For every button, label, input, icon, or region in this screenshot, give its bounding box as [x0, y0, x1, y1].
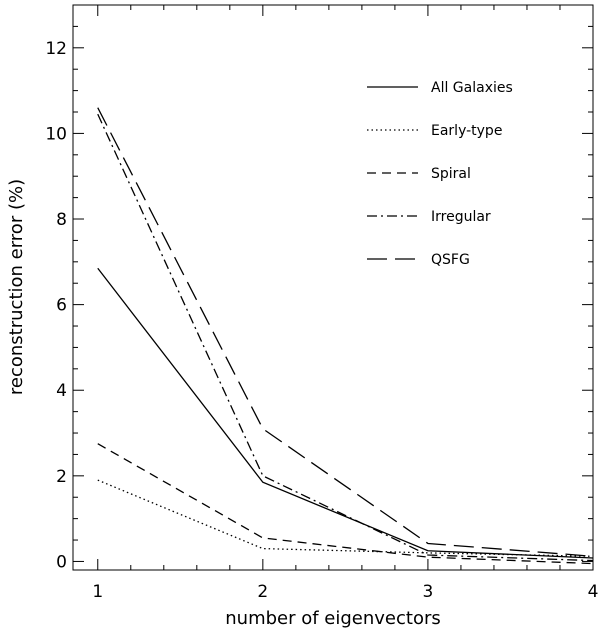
series-line-all-galaxies: [97, 267, 593, 559]
series-line-spiral: [97, 443, 593, 565]
series-lines: [97, 107, 593, 565]
plot-frame: [72, 4, 594, 571]
y-tick-label: 6: [56, 296, 67, 316]
series-line-irregular: [97, 113, 593, 562]
x-tick-label: 1: [92, 582, 103, 602]
legend-label: Early-type: [431, 123, 502, 139]
x-tick-label: 2: [257, 582, 268, 602]
legend-label: All Galaxies: [431, 80, 513, 96]
x-tick-label: 4: [588, 582, 599, 602]
legend-label: Spiral: [431, 166, 471, 182]
x-tick-label: 3: [423, 582, 434, 602]
series-line-early-type: [97, 479, 593, 557]
y-axis-label: reconstruction error (%): [6, 179, 27, 395]
x-axis-label: number of eigenvectors: [225, 608, 441, 629]
y-tick-label: 4: [56, 381, 67, 401]
y-tick-label: 8: [56, 210, 67, 230]
legend-label: Irregular: [431, 209, 491, 225]
legend-label: QSFG: [431, 252, 470, 268]
y-tick-label: 2: [56, 467, 67, 487]
series-line-qsfg: [97, 107, 593, 557]
legend: All Galaxies Early-type Spiral Irregular QSF…: [367, 80, 513, 268]
y-tick-label: 12: [45, 39, 67, 59]
y-tick-label: 0: [56, 552, 67, 572]
y-tick-label: 10: [45, 124, 67, 144]
axis-ticks: [73, 4, 594, 570]
